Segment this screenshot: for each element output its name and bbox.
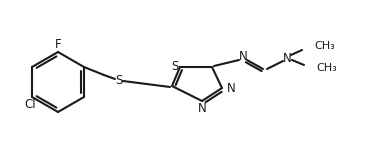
Text: CH₃: CH₃ bbox=[314, 41, 335, 51]
Text: N: N bbox=[227, 82, 235, 95]
Text: S: S bbox=[171, 60, 179, 73]
Text: Cl: Cl bbox=[24, 98, 36, 111]
Text: CH₃: CH₃ bbox=[316, 63, 337, 73]
Text: N: N bbox=[239, 51, 247, 64]
Text: N: N bbox=[283, 51, 291, 64]
Text: N: N bbox=[198, 102, 207, 115]
Text: F: F bbox=[55, 38, 61, 51]
Text: S: S bbox=[115, 75, 123, 88]
